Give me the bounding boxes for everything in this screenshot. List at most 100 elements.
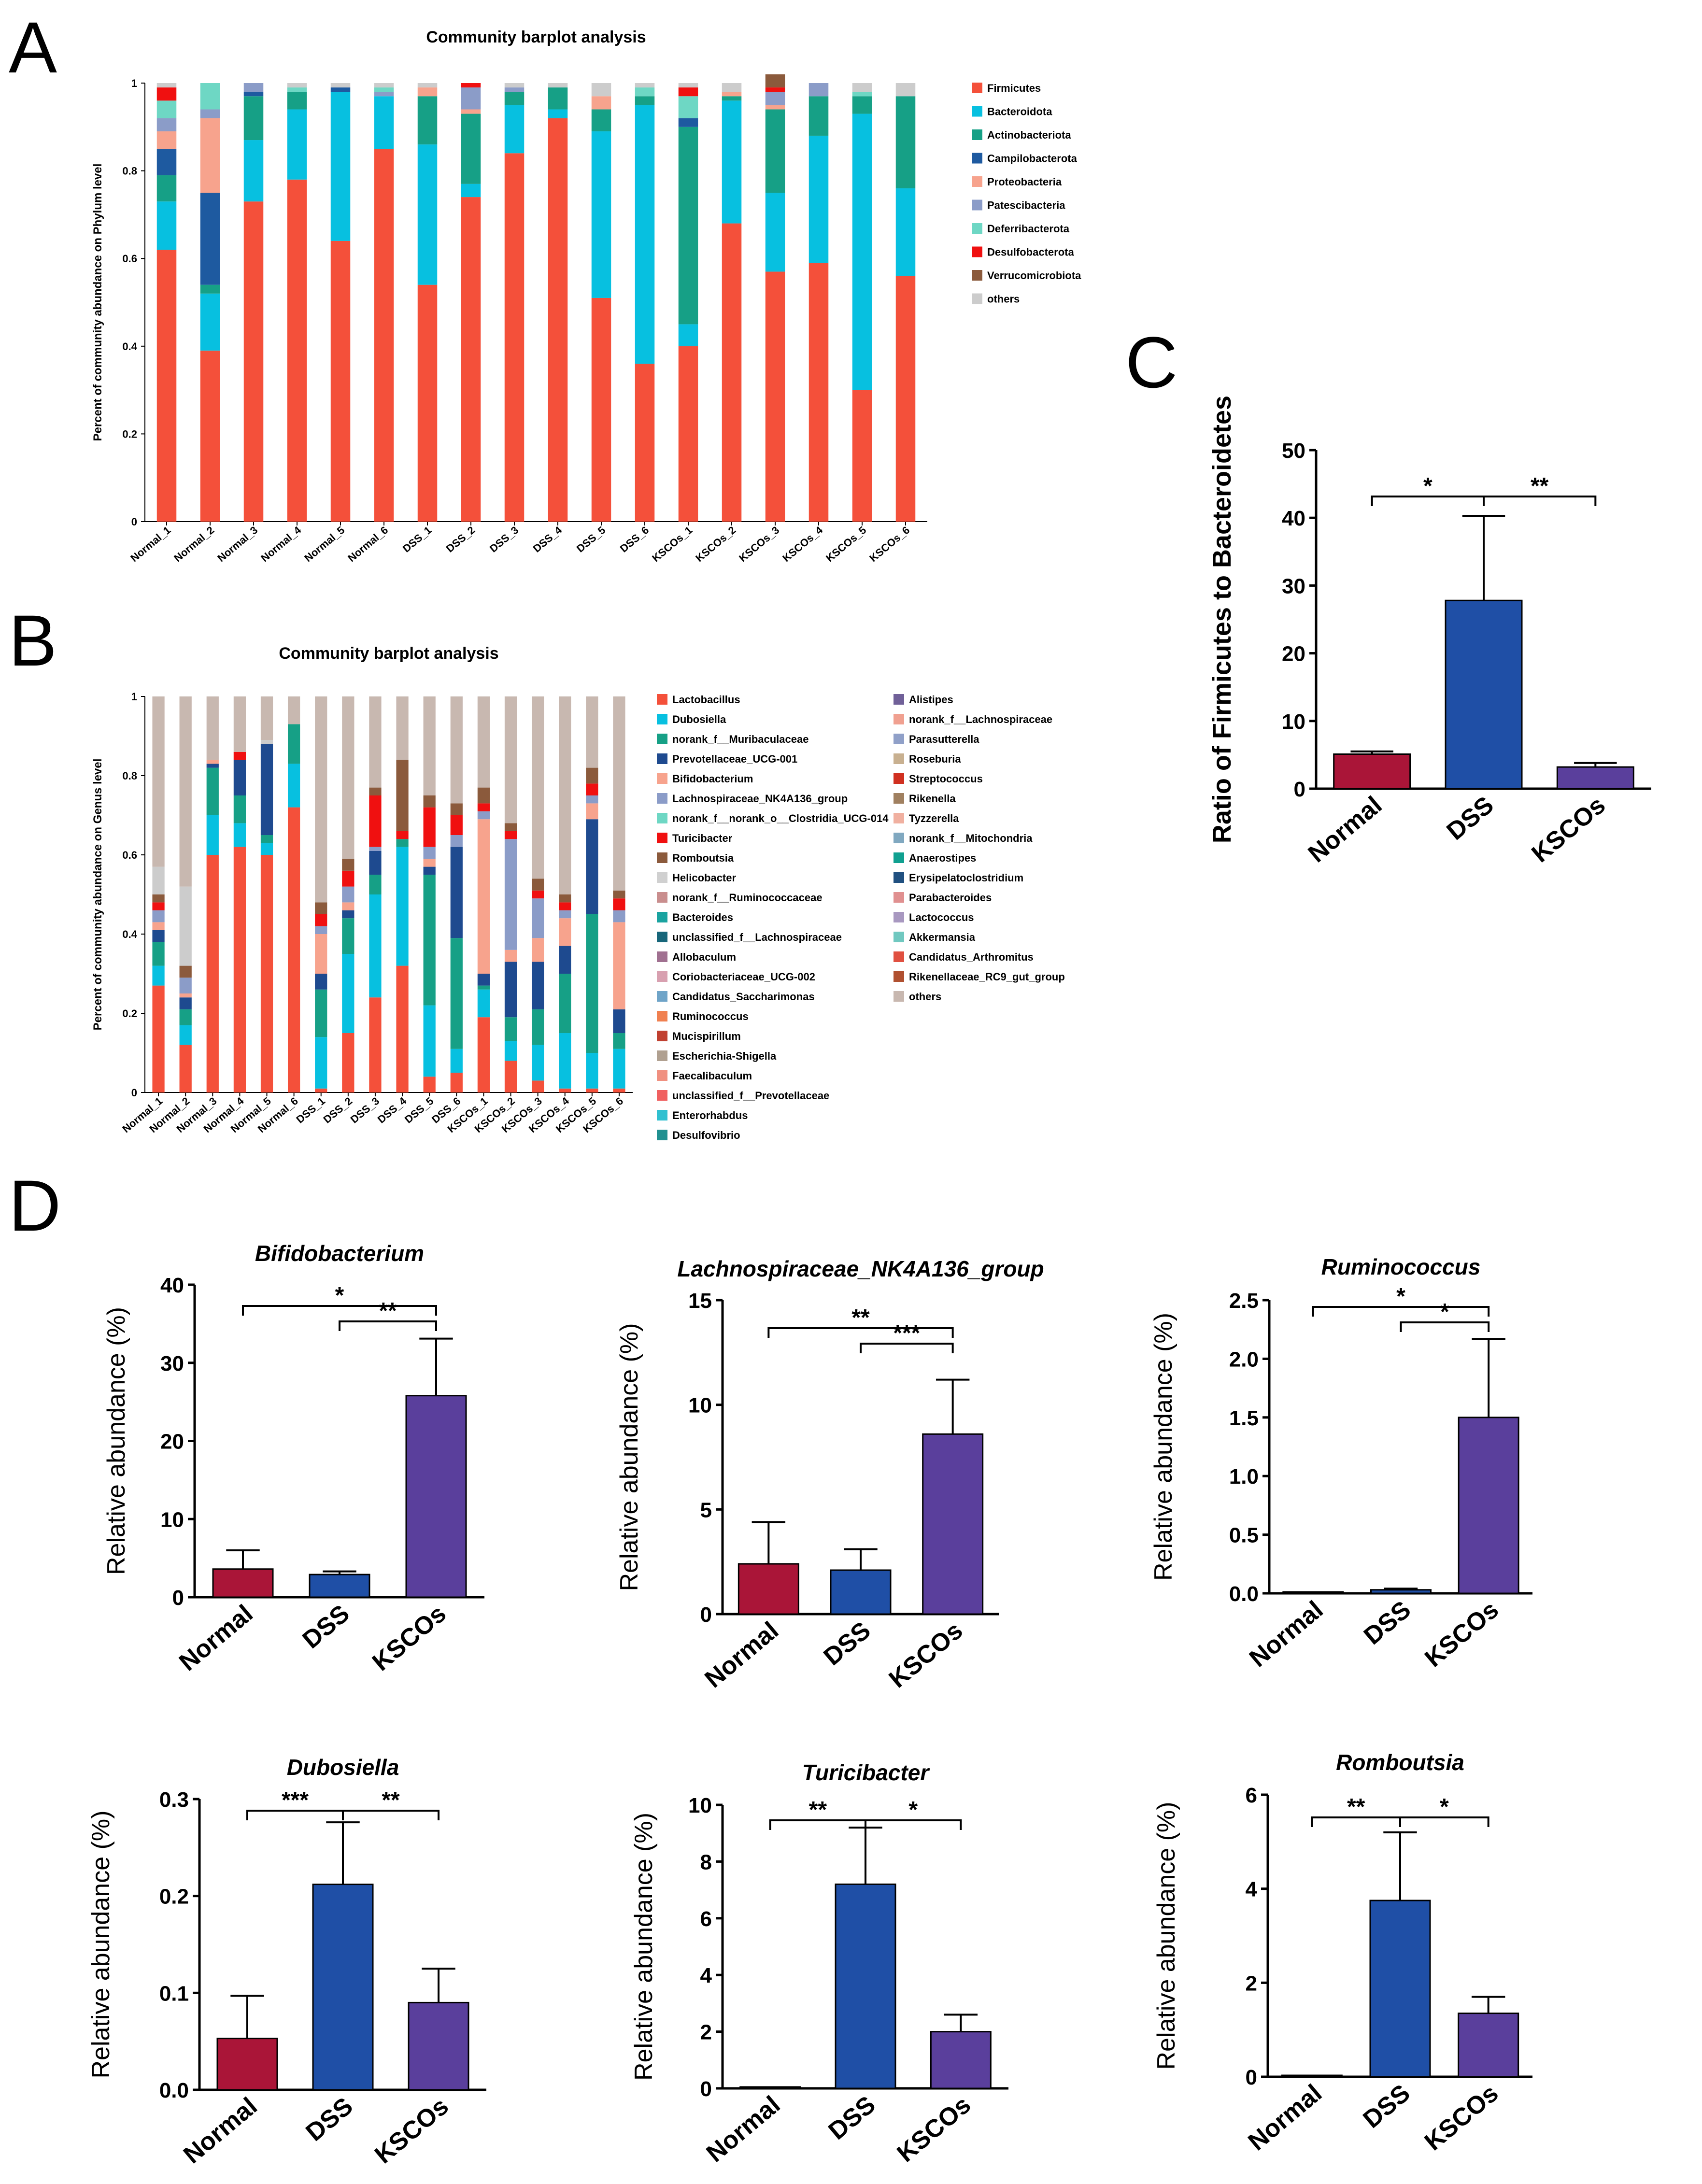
chart-d3: Ruminococcus 0.0 0.5 1.0 1.5 2.0 2.5 Relative a… bbox=[1149, 1254, 1532, 1673]
bar-segment-proteobacteria bbox=[156, 131, 177, 149]
bar-segment-turicibacter bbox=[342, 870, 355, 887]
bar-segment-dubosiella bbox=[342, 954, 355, 1033]
bar-segment-turicibacter bbox=[369, 795, 382, 847]
bar-segment-actinobacteriota bbox=[417, 96, 438, 145]
legend-label: Desulfobacterota bbox=[987, 246, 1074, 258]
y-tick-label: 0.5 bbox=[1229, 1524, 1259, 1547]
bar-segment-lactobacillus bbox=[613, 1088, 625, 1092]
bar-segment-others bbox=[417, 83, 438, 88]
legend-label: Proteobacteria bbox=[987, 176, 1062, 188]
y-tick-label: 2.0 bbox=[1229, 1347, 1259, 1371]
bar-segment-patescibacteria bbox=[200, 109, 220, 118]
legend-label: Bacteroidota bbox=[987, 106, 1052, 118]
bar-segment-bacteroidota bbox=[765, 193, 785, 272]
x-tick-label: DSS_1 bbox=[294, 1095, 327, 1126]
bar-dss bbox=[309, 1574, 370, 1598]
legend-label: Patescibacteria bbox=[987, 199, 1065, 212]
chart-title: Community barplot analysis bbox=[426, 28, 646, 46]
legend-swatch bbox=[972, 270, 982, 281]
bar-segment-lactobacillus bbox=[586, 1088, 598, 1092]
legend-label: Romboutsia bbox=[672, 852, 734, 864]
x-tick-label: Normal bbox=[700, 1617, 784, 1694]
bar-segment-norank-f-muribaculaceae bbox=[504, 1017, 517, 1041]
bar-segment-prevotellaceae-ucg-001 bbox=[233, 760, 246, 795]
bar-segment-norank-f-muribaculaceae bbox=[450, 938, 463, 1049]
bar-segment-actinobacteriota bbox=[200, 284, 220, 294]
bar-segment-patescibacteria bbox=[374, 92, 394, 97]
legend-swatch bbox=[894, 912, 904, 922]
legend-label: Faecalibaculum bbox=[672, 1070, 752, 1082]
bar-segment-actinobacteriota bbox=[808, 96, 829, 136]
x-tick-label: DSS bbox=[1358, 2079, 1416, 2134]
legend-swatch bbox=[657, 951, 667, 962]
bar-segment-actinobacteriota bbox=[678, 127, 698, 325]
bar-segment-dubosiella bbox=[396, 847, 409, 966]
bar-segment-lactobacillus bbox=[206, 855, 219, 1092]
legend-swatch bbox=[894, 793, 904, 804]
y-tick-label: 2 bbox=[700, 2021, 712, 2044]
legend-label: Mucispirillum bbox=[672, 1030, 741, 1042]
bar-segment-bacteroidota bbox=[722, 100, 742, 224]
legend-swatch bbox=[657, 1070, 667, 1081]
bar-segment-others bbox=[586, 696, 598, 768]
panel-letter-d: D bbox=[9, 1165, 61, 1246]
bar-segment-firmicutes bbox=[417, 284, 438, 522]
bar-normal bbox=[216, 2038, 278, 2091]
bar-segment-romboutsia bbox=[423, 795, 436, 808]
bar-segment-patescibacteria bbox=[765, 92, 785, 105]
bar-kscos bbox=[405, 1395, 467, 1598]
bar-segment-dubosiella bbox=[315, 1037, 327, 1089]
x-tick-label: DSS_4 bbox=[531, 524, 565, 554]
bar-segment-dubosiella bbox=[287, 764, 300, 808]
bar-segment-norank-f-muribaculaceae bbox=[531, 1009, 544, 1045]
x-tick-label: KSCOs_4 bbox=[780, 524, 825, 564]
bar-segment-lachnospiraceae-nk4a136-group bbox=[179, 978, 192, 993]
significance-label: ** bbox=[809, 1797, 827, 1823]
legend-label: Bifidobacterium bbox=[672, 773, 753, 785]
bar-segment-others bbox=[635, 83, 655, 88]
significance-bracket bbox=[1399, 1816, 1489, 1827]
bar-segment-bacteroidota bbox=[156, 201, 177, 250]
legend-swatch bbox=[894, 694, 904, 705]
panel-letter-b: B bbox=[9, 600, 57, 681]
legend-swatch bbox=[657, 892, 667, 903]
y-tick-label: 0.3 bbox=[159, 1788, 189, 1812]
legend-swatch bbox=[894, 734, 904, 744]
bar-segment-lactobacillus bbox=[260, 855, 273, 1092]
y-tick-label: 20 bbox=[1282, 642, 1305, 666]
legend-label: Rikenellaceae_RC9_gut_group bbox=[909, 971, 1065, 983]
bar-segment-actinobacteriota bbox=[591, 109, 611, 131]
x-tick-label: KSCOs bbox=[369, 2092, 454, 2170]
bar-segment-lactobacillus bbox=[450, 1073, 463, 1092]
bar-segment-proteobacteria bbox=[461, 109, 481, 114]
bar-segment-prevotellaceae-ucg-001 bbox=[152, 930, 165, 942]
bar-segment-firmicutes bbox=[808, 263, 829, 522]
bar-segment-proteobacteria bbox=[591, 96, 611, 110]
bar-segment-helicobacter bbox=[152, 866, 165, 894]
bar-segment-prevotellaceae-ucg-001 bbox=[342, 910, 355, 919]
bar-segment-actinobacteriota bbox=[895, 96, 916, 188]
significance-bracket bbox=[339, 1320, 437, 1331]
bar-segment-lachnospiraceae-nk4a136-group bbox=[423, 847, 436, 859]
y-tick-label: 0.0 bbox=[159, 2079, 189, 2102]
legend-swatch bbox=[894, 714, 904, 724]
bar-segment-others bbox=[330, 83, 351, 88]
bar-segment-bacteroidota bbox=[243, 140, 264, 202]
bar-segment-firmicutes bbox=[330, 241, 351, 522]
legend-label: unclassified_f__Prevotellaceae bbox=[672, 1090, 829, 1102]
y-tick-label: 0.4 bbox=[122, 928, 137, 940]
legend-label: Anaerostipes bbox=[909, 852, 976, 864]
legend-swatch bbox=[657, 932, 667, 942]
bar-segment-lachnospiraceae-nk4a136-group bbox=[613, 910, 625, 922]
bar-segment-romboutsia bbox=[559, 894, 571, 903]
bar-segment-romboutsia bbox=[179, 965, 192, 978]
legend-label: Desulfovibrio bbox=[672, 1129, 740, 1141]
bar-segment-prevotellaceae-ucg-001 bbox=[369, 851, 382, 875]
legend-swatch bbox=[972, 83, 982, 93]
y-tick-label: 0 bbox=[700, 1603, 712, 1627]
x-tick-label: Normal bbox=[174, 1600, 258, 1677]
bar-segment-romboutsia bbox=[396, 760, 409, 831]
bar-segment-bifidobacterium bbox=[559, 918, 571, 946]
bar-segment-prevotellaceae-ucg-001 bbox=[504, 962, 517, 1018]
significance-label: ** bbox=[1531, 473, 1549, 499]
